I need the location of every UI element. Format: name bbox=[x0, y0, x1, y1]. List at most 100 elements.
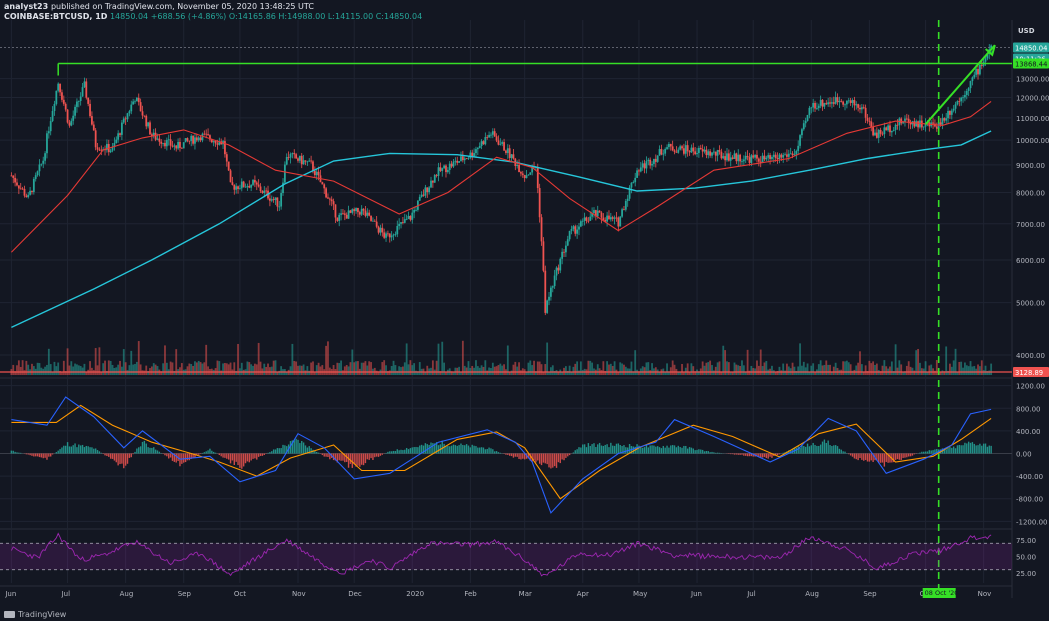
macd-histogram-bar bbox=[479, 447, 481, 454]
date-marker-badge: 08 Oct '20 bbox=[925, 589, 959, 597]
volume-bar bbox=[295, 361, 298, 375]
macd-histogram-bar bbox=[396, 449, 398, 454]
volume-bar bbox=[493, 366, 496, 375]
volume-bar bbox=[452, 371, 455, 375]
brand-label: TradingView bbox=[18, 610, 67, 619]
volume-bar bbox=[175, 349, 178, 375]
candle-body bbox=[566, 239, 569, 246]
macd-histogram-bar bbox=[990, 445, 992, 454]
volume-bar bbox=[945, 346, 948, 375]
candle-body bbox=[919, 120, 921, 128]
volume-bar bbox=[407, 364, 410, 375]
macd-histogram-bar bbox=[760, 453, 762, 458]
macd-histogram-bar bbox=[460, 443, 462, 454]
volume-bar bbox=[756, 360, 758, 375]
candle-body bbox=[877, 129, 880, 138]
macd-histogram-bar bbox=[855, 453, 857, 460]
macd-histogram-bar bbox=[242, 453, 245, 467]
volume-bar bbox=[793, 366, 796, 375]
candle-body bbox=[165, 140, 168, 147]
volume-bar bbox=[817, 364, 820, 375]
macd-histogram-bar bbox=[51, 453, 54, 455]
macd-histogram-bar bbox=[591, 444, 593, 454]
candle-body bbox=[795, 151, 798, 155]
macd-histogram-bar bbox=[863, 453, 865, 461]
volume-bar bbox=[325, 345, 327, 375]
volume-bar bbox=[53, 361, 56, 375]
volume-bar bbox=[441, 341, 444, 375]
candle-body bbox=[79, 96, 82, 101]
candle-body bbox=[594, 210, 597, 217]
candle-body bbox=[312, 161, 314, 171]
candle-body bbox=[855, 104, 858, 106]
macd-histogram-bar bbox=[829, 445, 831, 454]
macd-histogram-bar bbox=[537, 453, 539, 461]
macd-histogram-bar bbox=[529, 453, 531, 461]
macd-histogram-bar bbox=[241, 453, 243, 469]
candle-body bbox=[739, 154, 742, 162]
macd-histogram-bar bbox=[548, 453, 550, 468]
candle-body bbox=[255, 182, 258, 185]
volume-bar bbox=[965, 365, 968, 375]
candle-body bbox=[353, 209, 356, 212]
volume-bar bbox=[66, 348, 69, 375]
macd-histogram-bar bbox=[580, 447, 582, 454]
candle-body bbox=[72, 115, 75, 121]
time-tick-label: Oct bbox=[234, 590, 246, 598]
volume-bar bbox=[866, 371, 869, 375]
macd-histogram-bar bbox=[293, 440, 295, 454]
candle-body bbox=[476, 147, 479, 150]
candle-body bbox=[546, 300, 549, 313]
candle-body bbox=[458, 161, 461, 163]
candle-body bbox=[709, 151, 712, 156]
macd-histogram-bar bbox=[668, 447, 670, 454]
macd-histogram-bar bbox=[870, 453, 872, 461]
volume-bar bbox=[664, 371, 667, 375]
volume-bar bbox=[604, 371, 607, 375]
candle-body bbox=[799, 135, 801, 146]
macd-histogram-bar bbox=[465, 444, 468, 454]
macd-histogram-bar bbox=[610, 442, 612, 454]
macd-histogram-bar bbox=[143, 440, 146, 454]
candle-body bbox=[679, 146, 682, 150]
candle-body bbox=[819, 99, 822, 106]
volume-bar bbox=[79, 365, 82, 375]
macd-histogram-bar bbox=[981, 445, 983, 454]
time-tick-label: Nov bbox=[978, 590, 992, 598]
volume-bar bbox=[360, 362, 363, 375]
candle-body bbox=[879, 129, 882, 134]
macd-histogram-bar bbox=[908, 453, 910, 457]
volume-bar bbox=[857, 362, 860, 375]
volume-bar bbox=[634, 350, 637, 375]
volume-bar bbox=[739, 365, 742, 375]
candle-body bbox=[162, 142, 165, 144]
volume-bar bbox=[265, 366, 268, 375]
candle-body bbox=[548, 296, 550, 301]
volume-bar bbox=[686, 363, 689, 375]
volume-bar bbox=[64, 371, 67, 375]
candle-body bbox=[64, 103, 67, 110]
macd-histogram-bar bbox=[198, 453, 200, 455]
candle-body bbox=[59, 83, 61, 93]
macd-histogram-bar bbox=[344, 453, 346, 463]
volume-bar bbox=[402, 366, 404, 375]
candle-body bbox=[699, 147, 702, 150]
price-tick-label: 13000.00 bbox=[1016, 76, 1049, 84]
candle-body bbox=[776, 157, 779, 159]
candle-body bbox=[25, 195, 28, 198]
candle-body bbox=[218, 141, 221, 145]
candle-body bbox=[91, 116, 93, 125]
candle-body bbox=[609, 217, 612, 220]
volume-bar bbox=[298, 365, 301, 375]
candle-body bbox=[437, 167, 440, 176]
macd-histogram-bar bbox=[730, 453, 732, 455]
price-candles bbox=[10, 44, 993, 316]
candle-body bbox=[812, 102, 815, 108]
macd-histogram-bar bbox=[108, 453, 110, 457]
volume-bar bbox=[964, 362, 966, 375]
volume-bar bbox=[180, 363, 183, 375]
candle-body bbox=[718, 150, 721, 152]
candle-body bbox=[51, 110, 54, 122]
volume-bar bbox=[722, 345, 725, 375]
